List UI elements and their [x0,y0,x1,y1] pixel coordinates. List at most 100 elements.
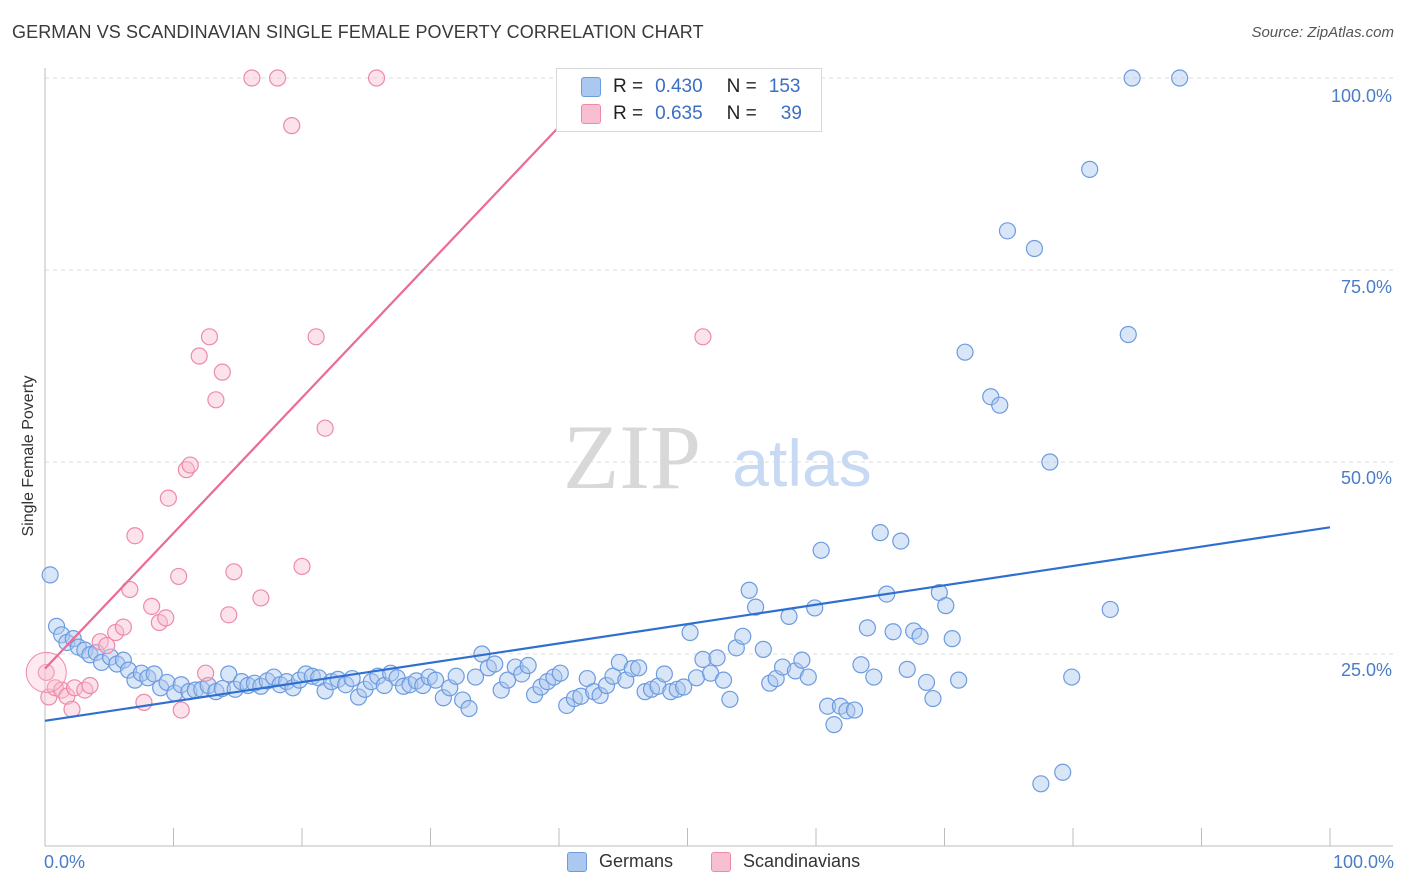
data-point [427,671,445,689]
data-point [145,665,163,683]
r-value: 0.635 [655,103,703,124]
data-point [898,660,916,678]
data-point [200,328,219,346]
source-label: Source: ZipAtlas.com [1251,24,1394,41]
y-tick-label-75: 75.0% [1340,277,1392,297]
data-point [114,618,132,636]
data-point [492,681,510,699]
data-point [604,667,622,685]
x-tick-label-max: 100.0% [1332,852,1394,872]
data-point [98,636,116,655]
data-point [225,563,243,581]
data-point [268,69,287,87]
data-point [367,69,386,87]
data-point [434,689,452,707]
chart-title: GERMAN VS SCANDINAVIAN SINGLE FEMALE POV… [12,22,704,42]
data-point [591,686,609,705]
watermark-zip: ZIP [563,406,701,508]
data-point [197,664,215,682]
data-point [937,597,955,615]
data-point [773,658,792,676]
data-point [181,456,199,474]
r-label: R = [613,103,644,124]
data-point [213,363,231,381]
data-point [121,580,139,599]
data-point [220,606,238,624]
data-point [998,222,1017,240]
y-tick-label-25: 25.0% [1340,660,1392,680]
trend-line-scandinavians [44,77,607,670]
data-point [655,665,673,683]
data-point [911,627,929,645]
data-point [460,699,478,718]
trend-lines [44,77,1331,722]
data-point [871,524,889,542]
data-point [956,343,974,361]
data-point [1081,160,1099,178]
data-point [126,527,144,545]
n-label: N = [726,76,757,97]
data-point [1025,239,1044,258]
correlation-legend: R = 0.430 N = 153 R = 0.635 N = 39 [556,68,822,132]
data-point [316,682,334,700]
data-point [337,676,355,694]
data-point [694,328,712,346]
data-point [37,663,55,682]
data-point [506,658,524,676]
data-point [924,689,942,708]
data-point [825,716,843,734]
data-point [207,391,225,409]
legend-item-germans[interactable]: Germans [567,851,673,872]
data-point [126,671,144,689]
data-point [1123,69,1141,87]
data-point [1101,600,1119,619]
x-tick-label-min: 0.0% [44,852,86,872]
data-point [135,693,153,711]
data-point [41,566,59,584]
n-value: 39 [780,103,802,124]
data-point [1063,668,1081,686]
data-point [858,619,877,637]
data-point [172,701,190,719]
data-point [623,659,641,678]
legend-label-germans: Germans [599,851,674,871]
data-point [220,665,238,683]
data-point [551,664,569,682]
data-point [681,623,699,642]
data-point [486,655,504,673]
data-point [114,651,132,669]
data-point [394,677,413,695]
data-point [721,690,739,708]
data-point [293,557,311,576]
data-point [447,667,465,685]
n-label: N = [726,103,757,124]
data-point [143,597,161,615]
scandinavians-points [25,69,712,719]
trend-line-germans [44,526,1331,722]
data-point [157,609,175,627]
data-point [675,678,693,696]
data-point [499,671,517,689]
data-point [283,117,301,135]
data-point [243,69,261,87]
data-point [1171,69,1189,87]
data-point [754,640,772,658]
data-point [630,659,648,677]
data-point [316,419,334,437]
data-point [307,328,325,346]
data-point [519,656,537,675]
data-point [950,671,968,689]
y-tick-label-100: 100.0% [1330,86,1392,106]
data-point [708,649,726,667]
legend-row-scandinavians: R = 0.635 N = 39 [581,101,802,127]
legend-item-scandinavians[interactable]: Scandinavians [711,851,860,872]
legend-row-germans: R = 0.430 N = 153 [581,74,800,100]
watermark-atlas: atlas [732,426,871,500]
data-point [734,627,752,645]
data-point [793,651,811,669]
data-point [119,661,138,679]
data-point [747,598,765,616]
data-point [799,668,817,686]
data-point [917,673,936,692]
data-point [714,671,733,689]
